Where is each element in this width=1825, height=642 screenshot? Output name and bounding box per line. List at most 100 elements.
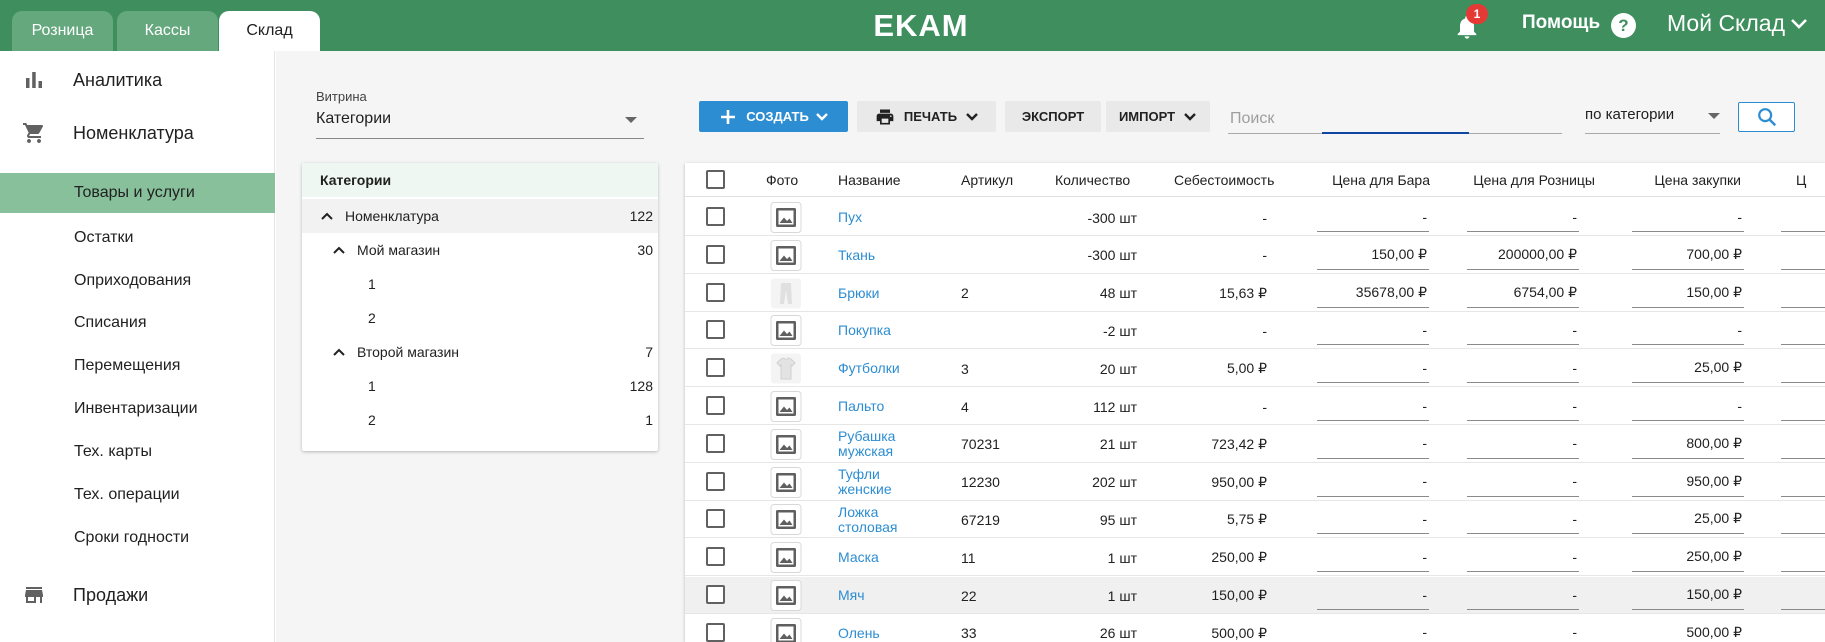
bar-price-field[interactable]: - bbox=[1317, 618, 1429, 642]
row-checkbox[interactable] bbox=[706, 207, 725, 226]
table-row[interactable]: Маска 11 1 шт 250,00 ₽ - - 250,00 ₽ bbox=[685, 539, 1825, 577]
retail-price-field[interactable]: - bbox=[1467, 353, 1579, 384]
truncated-price-field[interactable] bbox=[1781, 240, 1825, 270]
chevron-down-icon[interactable] bbox=[1790, 17, 1808, 31]
product-name-link[interactable]: Ложка столовая bbox=[838, 503, 898, 535]
sidebar-item-stock[interactable]: Остатки bbox=[0, 218, 275, 258]
product-name-link[interactable]: Футболки bbox=[838, 360, 900, 377]
truncated-price-field[interactable] bbox=[1781, 618, 1825, 642]
truncated-price-field[interactable] bbox=[1781, 202, 1825, 232]
tab-warehouse[interactable]: Склад bbox=[219, 11, 320, 51]
bar-price-field[interactable]: - bbox=[1317, 542, 1429, 573]
table-row[interactable]: Туфли женские 12230 202 шт 950,00 ₽ - - 950,00… bbox=[685, 464, 1825, 501]
column-cost[interactable]: Себестоимость bbox=[1174, 172, 1275, 188]
retail-price-field[interactable]: 200000,00 ₽ bbox=[1467, 240, 1579, 270]
row-checkbox[interactable] bbox=[706, 547, 725, 567]
table-row[interactable]: Мяч 22 1 шт 150,00 ₽ - - 150,00 ₽ bbox=[685, 577, 1825, 614]
retail-price-field[interactable]: - bbox=[1467, 391, 1579, 421]
purchase-price-field[interactable]: 800,00 ₽ bbox=[1632, 429, 1744, 459]
column-retail-price[interactable]: Цена для Розницы bbox=[1473, 172, 1595, 188]
purchase-price-field[interactable]: 500,00 ₽ bbox=[1632, 618, 1744, 642]
bar-price-field[interactable]: - bbox=[1317, 202, 1429, 232]
bar-price-field[interactable]: - bbox=[1317, 504, 1429, 535]
vitrina-select[interactable]: Категории bbox=[316, 110, 392, 127]
tab-cash-registers[interactable]: Кассы bbox=[117, 11, 218, 51]
table-row[interactable]: Покупка -2 шт - - - - bbox=[685, 312, 1825, 350]
retail-price-field[interactable]: - bbox=[1467, 580, 1579, 610]
purchase-price-field[interactable]: 150,00 ₽ bbox=[1632, 278, 1744, 308]
table-row[interactable]: Ткань -300 шт - 150,00 ₽ 200000,00 ₽ 700,00 ₽ bbox=[685, 237, 1825, 274]
product-name-link[interactable]: Олень bbox=[838, 624, 880, 641]
sidebar-item-tech-cards[interactable]: Тех. карты bbox=[0, 432, 275, 472]
tab-retail[interactable]: Розница bbox=[12, 11, 113, 51]
truncated-price-field[interactable] bbox=[1781, 353, 1825, 384]
purchase-price-field[interactable]: 250,00 ₽ bbox=[1632, 542, 1744, 573]
purchase-price-field[interactable]: 950,00 ₽ bbox=[1632, 467, 1744, 497]
bar-price-field[interactable]: - bbox=[1317, 391, 1429, 421]
row-checkbox[interactable] bbox=[706, 396, 725, 415]
bar-price-field[interactable]: - bbox=[1317, 580, 1429, 610]
bar-price-field[interactable]: - bbox=[1317, 467, 1429, 497]
purchase-price-field[interactable]: - bbox=[1632, 315, 1744, 346]
purchase-price-field[interactable]: 25,00 ₽ bbox=[1632, 353, 1744, 384]
category-row-second-store[interactable]: Второй магазин 7 bbox=[302, 335, 658, 369]
retail-price-field[interactable]: - bbox=[1467, 618, 1579, 642]
table-row[interactable]: Брюки 2 48 шт 15,63 ₽ 35678,00 ₽ 6754,00 ₽ 150… bbox=[685, 275, 1825, 312]
help-icon[interactable]: ? bbox=[1611, 13, 1636, 38]
truncated-price-field[interactable] bbox=[1781, 315, 1825, 346]
help-link[interactable]: Помощь bbox=[1522, 12, 1601, 33]
table-row[interactable]: Пух -300 шт - - - - bbox=[685, 199, 1825, 236]
category-row-my-store-2[interactable]: 2 bbox=[302, 301, 658, 335]
sidebar-item-receipts[interactable]: Оприходования bbox=[0, 261, 275, 301]
caret-down-icon[interactable] bbox=[625, 117, 637, 123]
product-name-link[interactable]: Мяч bbox=[838, 587, 865, 603]
select-all-checkbox[interactable] bbox=[706, 170, 725, 189]
retail-price-field[interactable]: - bbox=[1467, 429, 1579, 459]
bar-price-field[interactable]: - bbox=[1317, 353, 1429, 384]
sidebar-item-tech-operations[interactable]: Тех. операции bbox=[0, 475, 275, 515]
sidebar-item-transfers[interactable]: Перемещения bbox=[0, 346, 275, 386]
sidebar-section-sales[interactable]: Продажи bbox=[0, 573, 275, 617]
truncated-price-field[interactable] bbox=[1781, 391, 1825, 421]
sidebar-item-expiry-dates[interactable]: Сроки годности bbox=[0, 518, 275, 558]
sidebar-section-analytics[interactable]: Аналитика bbox=[0, 58, 275, 102]
account-menu[interactable]: Мой Склад bbox=[1667, 10, 1786, 36]
purchase-price-field[interactable]: 700,00 ₽ bbox=[1632, 240, 1744, 270]
create-button[interactable]: СОЗДАТЬ bbox=[699, 101, 848, 132]
table-row[interactable]: Олень 33 26 шт 500,00 ₽ - - 500,00 ₽ bbox=[685, 615, 1825, 642]
row-checkbox[interactable] bbox=[706, 320, 725, 340]
column-name[interactable]: Название bbox=[838, 172, 901, 188]
caret-down-icon[interactable] bbox=[1708, 113, 1720, 119]
row-checkbox[interactable] bbox=[706, 433, 725, 453]
chevron-up-icon[interactable] bbox=[332, 245, 346, 255]
product-name-link[interactable]: Туфли женские bbox=[838, 466, 892, 498]
row-checkbox[interactable] bbox=[706, 509, 725, 529]
row-checkbox[interactable] bbox=[706, 471, 725, 491]
row-checkbox[interactable] bbox=[706, 358, 725, 378]
product-name-link[interactable]: Брюки bbox=[838, 284, 880, 301]
table-row[interactable]: Пальто 4 112 шт - - - - bbox=[685, 388, 1825, 425]
column-bar-price[interactable]: Цена для Бара bbox=[1332, 172, 1430, 188]
product-name-link[interactable]: Пальто bbox=[838, 398, 885, 414]
table-row[interactable]: Футболки 3 20 шт 5,00 ₽ - - 25,00 ₽ bbox=[685, 350, 1825, 388]
row-checkbox[interactable] bbox=[706, 585, 725, 604]
truncated-price-field[interactable] bbox=[1781, 429, 1825, 459]
bar-price-field[interactable]: 35678,00 ₽ bbox=[1317, 278, 1429, 308]
search-input[interactable] bbox=[1228, 104, 1562, 134]
product-name-link[interactable]: Маска bbox=[838, 549, 879, 566]
row-checkbox[interactable] bbox=[706, 622, 725, 642]
truncated-price-field[interactable] bbox=[1781, 580, 1825, 610]
sidebar-item-inventories[interactable]: Инвентаризации bbox=[0, 389, 275, 429]
chevron-up-icon[interactable] bbox=[332, 347, 346, 357]
column-photo[interactable]: Фото bbox=[766, 172, 799, 188]
product-name-link[interactable]: Покупка bbox=[838, 322, 891, 339]
purchase-price-field[interactable]: 25,00 ₽ bbox=[1632, 504, 1744, 535]
bar-price-field[interactable]: - bbox=[1317, 429, 1429, 459]
import-button[interactable]: ИМПОРТ bbox=[1106, 101, 1210, 132]
purchase-price-field[interactable]: 150,00 ₽ bbox=[1632, 580, 1744, 610]
bar-price-field[interactable]: 150,00 ₽ bbox=[1317, 240, 1429, 270]
export-button[interactable]: ЭКСПОРТ bbox=[1005, 101, 1101, 132]
table-row[interactable]: Рубашка мужская 70231 21 шт 723,42 ₽ - - 800,0… bbox=[685, 426, 1825, 463]
truncated-price-field[interactable] bbox=[1781, 504, 1825, 535]
table-row[interactable]: Ложка столовая 67219 95 шт 5,75 ₽ - - 25,00 ₽ bbox=[685, 501, 1825, 539]
